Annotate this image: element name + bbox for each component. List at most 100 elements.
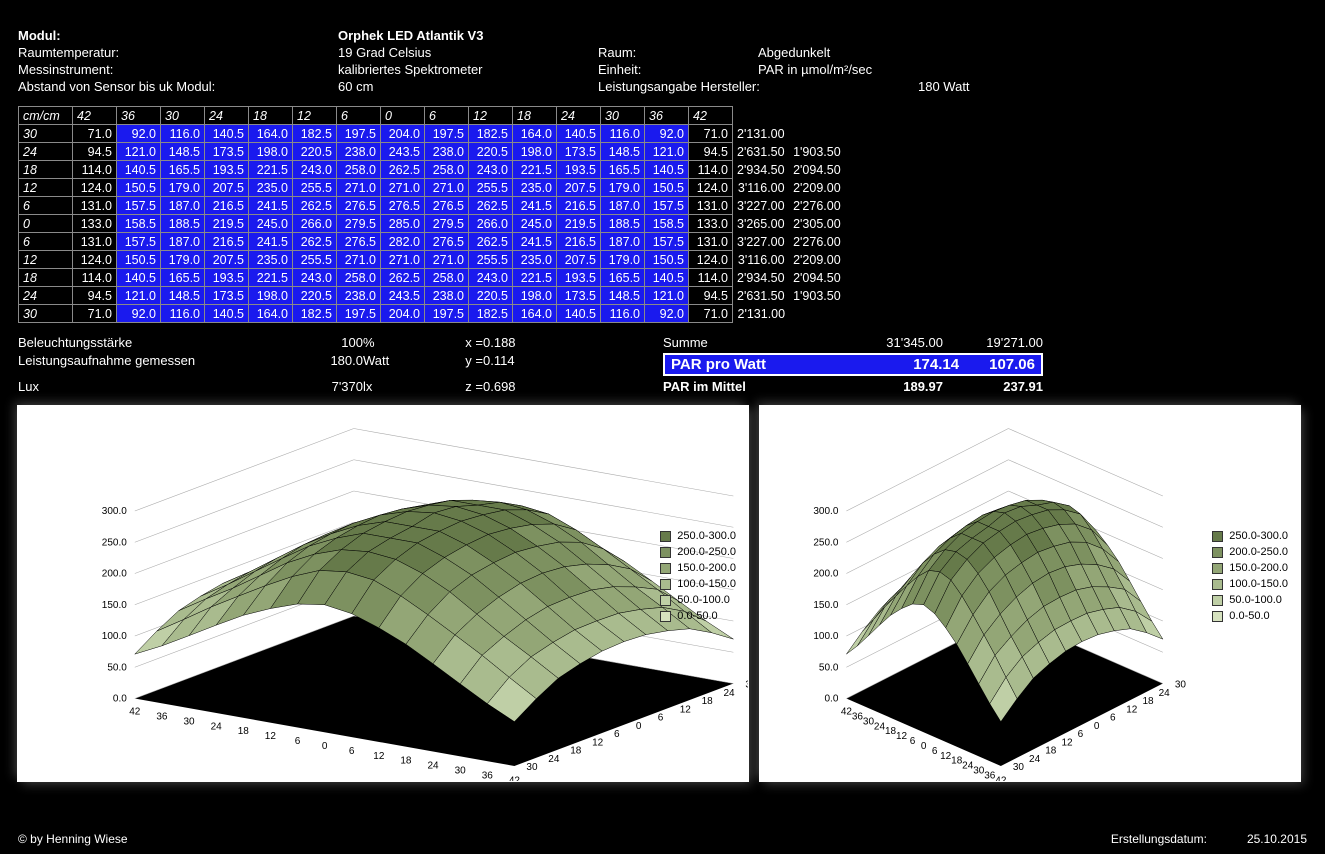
y-label: y = [423,353,483,376]
svg-text:12: 12 [1126,704,1138,715]
svg-text:36: 36 [482,770,494,781]
svg-text:12: 12 [680,704,692,715]
z-label: z = [423,379,483,394]
lux-value: 7'370 [293,379,363,394]
surface-chart-wide: 0.050.0100.0150.0200.0250.0300.042363024… [18,406,748,781]
svg-text:50.0: 50.0 [819,662,839,673]
leist-label: Leistungsaufnahme gemessen [18,353,293,376]
svg-text:30: 30 [183,716,195,727]
svg-text:6: 6 [1110,713,1116,724]
svg-text:42: 42 [841,707,853,718]
svg-text:0: 0 [1094,721,1100,732]
svg-text:6: 6 [910,736,916,747]
modul-label: Modul: [18,28,338,43]
y-value: 0.114 [483,353,543,376]
svg-text:200.0: 200.0 [813,569,838,580]
svg-text:42: 42 [509,775,521,781]
date-value: 25.10.2015 [1247,832,1307,846]
leist-unit: Watt [363,353,423,376]
svg-text:0: 0 [921,741,927,752]
svg-text:12: 12 [592,737,604,748]
parwatt-label: PAR pro Watt [671,356,883,373]
x-value: 0.188 [483,335,543,350]
svg-text:42: 42 [129,707,141,718]
raumtemp-value: 19 Grad Celsius [338,45,598,60]
leist-value: 180.0 [293,353,363,376]
svg-text:0: 0 [636,721,642,732]
summe-v2: 19'271.00 [943,335,1043,350]
svg-text:18: 18 [702,696,714,707]
beleucht-label: Beleuchtungsstärke [18,335,293,350]
chart-legend: 250.0-300.0200.0-250.0150.0-200.0100.0-1… [1212,526,1288,626]
svg-text:24: 24 [724,688,736,699]
einheit-value: PAR in µmol/m²/sec [758,62,918,77]
svg-text:30: 30 [973,766,985,777]
svg-text:30: 30 [1175,680,1187,691]
svg-text:42: 42 [995,775,1007,781]
header-info: Modul: Orphek LED Atlantik V3 Raumtemper… [18,28,1307,94]
svg-text:12: 12 [896,731,908,742]
leistung-value: 180 Watt [918,79,1038,94]
svg-text:24: 24 [874,721,886,732]
summary-grid: Beleuchtungsstärke 100 % x = 0.188 Summe… [18,335,1307,394]
copyright: © by Henning Wiese [18,832,128,846]
svg-text:0: 0 [322,741,328,752]
svg-text:6: 6 [658,713,664,724]
lux-unit: lx [363,379,423,394]
svg-text:12: 12 [940,751,952,762]
surface-chart-narrow: 0.050.0100.0150.0200.0250.0300.042363024… [760,406,1300,781]
summe-label: Summe [663,335,843,350]
svg-text:0.0: 0.0 [113,694,127,705]
svg-text:18: 18 [400,756,412,767]
svg-text:6: 6 [932,746,938,757]
svg-text:24: 24 [962,761,974,772]
parmittel-v1: 189.97 [843,379,943,394]
chart-legend: 250.0-300.0200.0-250.0150.0-200.0100.0-1… [660,526,736,626]
parmittel-label: PAR im Mittel [663,379,843,394]
svg-text:30: 30 [863,716,875,727]
date-label: Erstellungsdatum: [1111,832,1207,846]
svg-text:12: 12 [1061,737,1073,748]
mess-label: Messinstrument: [18,62,338,77]
svg-text:24: 24 [548,754,560,765]
svg-text:18: 18 [1045,746,1057,757]
svg-text:30: 30 [526,762,538,773]
svg-text:100.0: 100.0 [102,631,127,642]
svg-text:36: 36 [984,770,996,781]
svg-text:30: 30 [745,680,748,691]
x-label: x = [423,335,483,350]
beleucht-value: 100 [293,335,363,350]
beleucht-unit: % [363,335,423,350]
svg-text:250.0: 250.0 [813,537,838,548]
svg-text:24: 24 [1159,688,1171,699]
lux-label: Lux [18,379,293,394]
svg-text:50.0: 50.0 [107,662,127,673]
svg-text:36: 36 [156,711,168,722]
svg-text:6: 6 [614,729,620,740]
z-value: 0.698 [483,379,543,394]
svg-text:6: 6 [295,736,301,747]
raumtemp-label: Raumtemperatur: [18,45,338,60]
svg-text:24: 24 [211,721,223,732]
svg-text:18: 18 [238,726,250,737]
mess-value: kalibriertes Spektrometer [338,62,598,77]
svg-text:150.0: 150.0 [813,600,838,611]
svg-text:30: 30 [1013,762,1025,773]
svg-text:300.0: 300.0 [102,506,127,517]
leistung-label: Leistungsangabe Hersteller: [598,79,918,94]
svg-text:18: 18 [1142,696,1154,707]
modul-value: Orphek LED Atlantik V3 [338,28,598,43]
svg-text:12: 12 [373,751,385,762]
footer: © by Henning Wiese Erstellungsdatum: 25.… [18,832,1307,846]
svg-text:24: 24 [1029,754,1041,765]
svg-text:6: 6 [1078,729,1084,740]
par-pro-watt-box: PAR pro Watt 174.14 107.06 [663,353,1043,376]
svg-text:30: 30 [455,766,467,777]
einheit-label: Einheit: [598,62,758,77]
svg-text:250.0: 250.0 [102,537,127,548]
svg-text:24: 24 [427,761,439,772]
summe-v1: 31'345.00 [843,335,943,350]
parwatt-v1: 174.14 [913,356,959,373]
svg-text:100.0: 100.0 [813,631,838,642]
svg-text:0.0: 0.0 [824,694,838,705]
